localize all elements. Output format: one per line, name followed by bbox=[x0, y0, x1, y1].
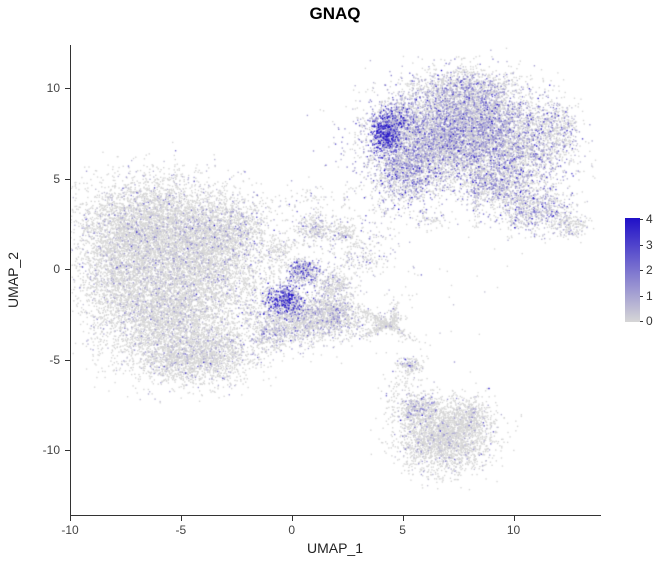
x-tick-mark bbox=[70, 516, 71, 521]
y-axis-line bbox=[70, 45, 71, 516]
legend-tick-mark bbox=[640, 295, 643, 297]
x-tick-label: -10 bbox=[61, 523, 79, 537]
legend-tick-mark bbox=[640, 244, 643, 246]
plot-title: GNAQ bbox=[309, 4, 361, 23]
y-tick-mark bbox=[65, 449, 70, 451]
y-tick-label: 0 bbox=[53, 262, 60, 277]
y-tick-mark bbox=[65, 359, 70, 361]
legend-label: 3 bbox=[646, 237, 653, 252]
umap-scatter-canvas bbox=[70, 45, 600, 515]
x-tick-label: -5 bbox=[175, 523, 187, 537]
y-tick-label: 5 bbox=[53, 171, 60, 186]
legend-label: 2 bbox=[646, 263, 653, 277]
y-tick-mark bbox=[65, 178, 70, 180]
y-tick-label: -5 bbox=[49, 352, 60, 367]
x-tick-mark bbox=[402, 516, 404, 521]
x-axis-line bbox=[70, 515, 601, 516]
x-tick-mark bbox=[513, 516, 515, 521]
x-tick-mark bbox=[291, 516, 293, 521]
y-tick-label: 10 bbox=[46, 81, 60, 96]
x-tick-label: 5 bbox=[399, 523, 406, 537]
y-tick-mark bbox=[65, 269, 70, 271]
x-tick-label: 10 bbox=[506, 523, 521, 537]
y-tick-label: -10 bbox=[42, 442, 60, 457]
x-tick-label: 0 bbox=[288, 523, 296, 537]
y-tick-mark bbox=[65, 88, 70, 90]
legend-label: 4 bbox=[646, 212, 653, 226]
x-axis-label: UMAP_1 bbox=[306, 540, 364, 556]
y-axis-label: UMAP_2 bbox=[5, 251, 21, 309]
legend-tick-mark bbox=[640, 219, 643, 220]
legend-tick-mark bbox=[640, 270, 643, 271]
x-tick-mark bbox=[180, 516, 182, 521]
legend-label: 0 bbox=[646, 314, 653, 328]
legend-tick-mark bbox=[640, 321, 643, 322]
legend-label: 1 bbox=[646, 288, 653, 303]
legend-gradient-bar bbox=[625, 218, 640, 322]
